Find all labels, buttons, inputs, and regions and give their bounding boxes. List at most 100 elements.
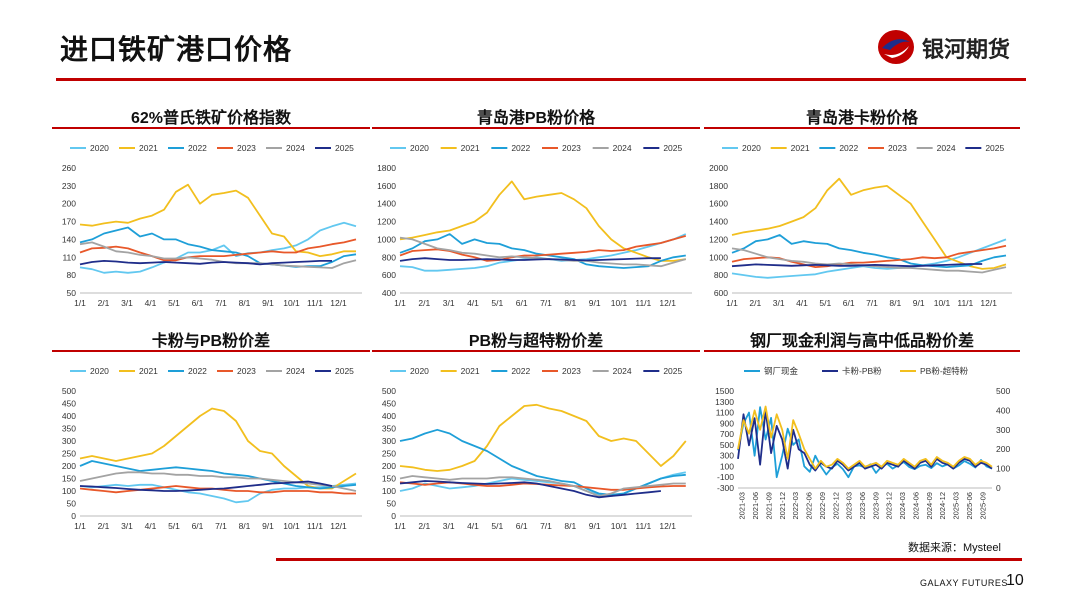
legend-item-2023: 2023 <box>542 143 581 153</box>
x-tick-label: 2/1 <box>98 521 110 531</box>
series-line-2025 <box>79 259 332 266</box>
x-tick-label: 1/1 <box>74 298 86 308</box>
y-tick-label: 80 <box>67 270 77 280</box>
y-tick-label: 400 <box>382 411 396 421</box>
legend-label: 2023 <box>237 366 256 376</box>
data-source: 数据来源：Mysteel <box>908 542 1001 554</box>
series-line-卡粉-PB粉 <box>737 409 993 472</box>
y-tick-label: 300 <box>382 436 396 446</box>
x-tick-label: 2/1 <box>749 298 761 308</box>
x-tick-label: 2023-09 <box>871 492 880 520</box>
series-line-2021 <box>79 407 357 490</box>
x-tick-label: 11/1 <box>307 298 323 308</box>
y-tick-label: 1000 <box>709 252 728 262</box>
x-tick-label: 9/1 <box>262 298 274 308</box>
y-tick-label: 250 <box>382 449 396 459</box>
y2-tick-label: 200 <box>996 444 1010 454</box>
x-tick-label: 2022-12 <box>831 492 840 520</box>
series-line-2024 <box>399 236 687 268</box>
legend-item-2021: 2021 <box>119 143 158 153</box>
chart-title-underline <box>52 127 370 129</box>
legend-item-2025: 2025 <box>965 143 1005 153</box>
footer-brand: GALAXY FUTURES <box>920 578 1008 588</box>
x-tick-label: 7/1 <box>540 298 552 308</box>
y-tick-label: 1800 <box>377 163 396 173</box>
legend-item-2024: 2024 <box>592 366 632 376</box>
x-tick-label: 7/1 <box>215 521 227 531</box>
x-tick-label: 7/1 <box>215 298 227 308</box>
series-line-2025 <box>79 480 333 492</box>
y-tick-label: 200 <box>62 461 76 471</box>
y-tick-label: 110 <box>62 252 76 262</box>
chart-title: 卡粉与PB粉价差 <box>151 333 271 350</box>
legend-item-2025: 2025 <box>643 366 683 376</box>
y-tick-label: 50 <box>387 499 397 509</box>
chart-panel-c1: 62%普氏铁矿价格指数 2020 2021 2022 2023 2024 2025 50 80 1… <box>52 100 370 315</box>
x-tick-label: 2021-12 <box>778 492 787 520</box>
x-tick-label: 2023-12 <box>885 492 894 520</box>
y-tick-label: 800 <box>382 252 396 262</box>
legend-item-2023: 2023 <box>217 366 256 376</box>
x-tick-label: 2022-06 <box>805 492 814 520</box>
y-tick-label: 170 <box>62 217 76 227</box>
x-tick-label: 10/1 <box>934 298 951 308</box>
x-tick-label: 4/1 <box>145 521 157 531</box>
y2-tick-label: 100 <box>996 464 1010 474</box>
x-tick-label: 2022-03 <box>791 492 800 520</box>
chart-title-underline <box>372 350 700 352</box>
footer-divider <box>276 558 1022 561</box>
x-tick-label: 1/1 <box>726 298 738 308</box>
chart-svg: 2020 2021 2022 2023 2024 2025 50 80 110 140 170 200… <box>62 143 362 308</box>
x-tick-label: 12/1 <box>659 298 676 308</box>
legend-item-卡粉-PB粉: 卡粉-PB粉 <box>822 366 882 376</box>
legend-label: 2022 <box>511 366 530 376</box>
y-tick-label: 100 <box>62 486 76 496</box>
y-tick-label: 1100 <box>716 408 735 418</box>
legend-item-PB粉-超特粉: PB粉-超特粉 <box>900 366 969 376</box>
legend-item-2025: 2025 <box>643 143 683 153</box>
y-tick-label: 1400 <box>377 199 396 209</box>
legend-item-2023: 2023 <box>542 366 581 376</box>
y-tick-label: 0 <box>391 511 396 521</box>
chart-title-underline <box>372 127 700 129</box>
x-tick-label: 8/1 <box>239 298 251 308</box>
series-line-2021 <box>79 183 356 257</box>
x-tick-label: 12/1 <box>330 298 347 308</box>
x-tick-label: 7/1 <box>866 298 878 308</box>
legend-item-2025: 2025 <box>315 366 354 376</box>
y-tick-label: 600 <box>714 288 728 298</box>
y-tick-label: -300 <box>717 483 734 493</box>
legend-label: 2020 <box>410 366 429 376</box>
x-tick-label: 3/1 <box>443 298 455 308</box>
legend-item-2022: 2022 <box>168 366 207 376</box>
x-tick-label: 4/1 <box>467 521 479 531</box>
legend-label: 2025 <box>335 366 354 376</box>
legend-label: 2020 <box>410 143 429 153</box>
x-tick-label: 9/1 <box>589 521 601 531</box>
y-tick-label: 500 <box>720 440 734 450</box>
x-tick-label: 3/1 <box>121 521 133 531</box>
chart-title: PB粉与超特粉价差 <box>468 333 604 350</box>
legend-label: 2025 <box>663 366 682 376</box>
y-tick-label: 700 <box>720 429 734 439</box>
legend-item-2023: 2023 <box>217 143 256 153</box>
chart-panel-c2: 青岛港PB粉价格 2020 2021 2022 2023 2024 2025 400 600 80… <box>372 100 700 315</box>
legend-label: 2025 <box>985 143 1004 153</box>
series-line-2020 <box>731 238 1007 279</box>
y-tick-label: 100 <box>720 461 734 471</box>
chart-svg: 2020 2021 2022 2023 2024 2025 0 50 100 150 200 250 3… <box>62 366 362 531</box>
chart-svg: 2020 2021 2022 2023 2024 2025 0 50 100 150 200 250 3… <box>382 366 692 531</box>
x-tick-label: 6/1 <box>516 298 528 308</box>
y2-tick-label: 300 <box>996 425 1010 435</box>
y-tick-label: 0 <box>71 511 76 521</box>
y-tick-label: 50 <box>67 288 77 298</box>
legend-label: 2022 <box>188 143 207 153</box>
y-tick-label: 1000 <box>377 234 396 244</box>
y-tick-label: 100 <box>382 486 396 496</box>
y-tick-label: 450 <box>62 399 76 409</box>
y-tick-label: 150 <box>382 474 396 484</box>
x-tick-label: 2023-06 <box>858 492 867 520</box>
y-tick-label: 200 <box>62 199 76 209</box>
x-tick-label: 8/1 <box>564 298 576 308</box>
y-tick-label: 260 <box>62 163 76 173</box>
